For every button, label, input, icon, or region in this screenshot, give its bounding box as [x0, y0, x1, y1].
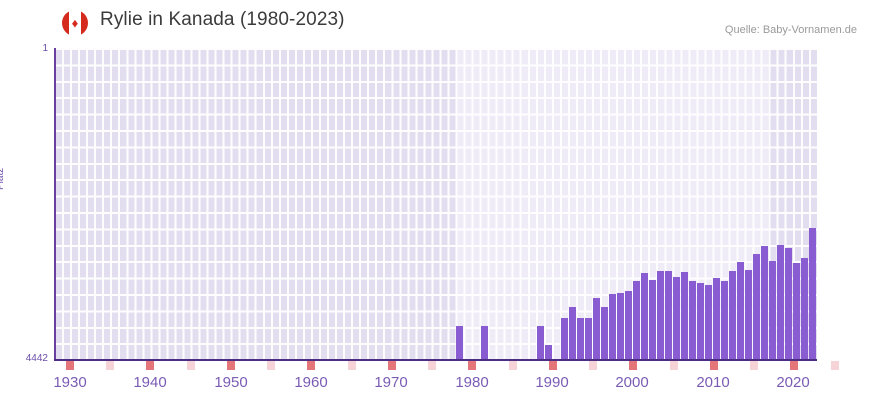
- x-axis-tick-2010: 2010: [696, 374, 730, 391]
- plot-area: [54, 48, 817, 361]
- x-axis-tick-1930: 1930: [53, 374, 87, 391]
- decade-markers: [54, 361, 840, 370]
- decade-marker-decade: [468, 361, 477, 370]
- bar-2008[interactable]: [697, 283, 704, 359]
- bar-2011[interactable]: [721, 281, 728, 359]
- bar-2003[interactable]: [657, 271, 664, 359]
- bar-2005[interactable]: [673, 277, 680, 359]
- bar-2017[interactable]: [769, 261, 776, 359]
- bar-2009[interactable]: [705, 285, 712, 359]
- bar-1983[interactable]: [481, 326, 488, 359]
- x-axis-tick-1940: 1940: [133, 374, 167, 391]
- bar-2020[interactable]: [793, 263, 800, 359]
- decade-marker-half: [187, 361, 196, 370]
- bar-1998[interactable]: [617, 293, 624, 359]
- bar-1996[interactable]: [601, 307, 608, 359]
- bar-1993[interactable]: [577, 318, 584, 359]
- bar-2004[interactable]: [665, 271, 672, 359]
- x-axis-tick-2020: 2020: [776, 374, 810, 391]
- decade-marker-decade: [710, 361, 719, 370]
- bar-2022[interactable]: [809, 228, 816, 359]
- x-axis-line: [54, 359, 817, 361]
- x-axis-tick-1960: 1960: [294, 374, 328, 391]
- decade-marker-half: [348, 361, 357, 370]
- y-axis-tick-bottom: 4442: [25, 353, 48, 364]
- x-axis-tick-2000: 2000: [615, 374, 649, 391]
- decade-marker-decade: [66, 361, 75, 370]
- bar-1999[interactable]: [625, 291, 632, 359]
- bar-1988[interactable]: [537, 326, 544, 359]
- decade-marker-half: [267, 361, 276, 370]
- decade-marker-half: [428, 361, 437, 370]
- x-axis-tick-1970: 1970: [374, 374, 408, 391]
- decade-marker-decade: [790, 361, 799, 370]
- bar-1992[interactable]: [569, 307, 576, 359]
- bar-1989[interactable]: [545, 345, 552, 359]
- decade-marker-decade: [146, 361, 155, 370]
- bar-2021[interactable]: [801, 258, 808, 359]
- bar-2002[interactable]: [649, 280, 656, 359]
- decade-marker-decade: [307, 361, 316, 370]
- bar-1997[interactable]: [609, 294, 616, 359]
- bar-2013[interactable]: [737, 262, 744, 359]
- x-axis-tick-1980: 1980: [455, 374, 489, 391]
- bar-2018[interactable]: [777, 245, 784, 359]
- bar-2015[interactable]: [753, 254, 760, 359]
- source-credit: Quelle: Baby-Vornamen.de: [724, 24, 857, 36]
- flag-right-band: [81, 10, 88, 36]
- bar-2000[interactable]: [633, 281, 640, 359]
- bar-1980[interactable]: [456, 326, 463, 359]
- decade-marker-half: [831, 361, 840, 370]
- bar-1991[interactable]: [561, 318, 568, 359]
- bar-2006[interactable]: [681, 272, 688, 359]
- decade-marker-half: [750, 361, 759, 370]
- flag-left-band: [62, 10, 69, 36]
- canada-flag-icon: ♦: [62, 10, 88, 36]
- bar-2019[interactable]: [785, 248, 792, 359]
- decade-marker-decade: [629, 361, 638, 370]
- bar-2014[interactable]: [745, 270, 752, 359]
- bar-2010[interactable]: [713, 278, 720, 359]
- page-title: Rylie in Kanada (1980-2023): [100, 9, 345, 30]
- decade-marker-half: [509, 361, 518, 370]
- bar-2012[interactable]: [729, 271, 736, 359]
- x-axis-tick-1990: 1990: [535, 374, 569, 391]
- chart-header: ♦ Rylie in Kanada (1980-2023) Quelle: Ba…: [0, 0, 873, 44]
- decade-marker-half: [106, 361, 115, 370]
- bar-2007[interactable]: [689, 281, 696, 359]
- bar-1995[interactable]: [593, 298, 600, 359]
- maple-leaf-icon: ♦: [71, 15, 79, 31]
- bar-series: [54, 48, 817, 359]
- decade-marker-half: [589, 361, 598, 370]
- bar-2016[interactable]: [761, 246, 768, 359]
- decade-marker-half: [670, 361, 679, 370]
- x-axis-tick-1950: 1950: [214, 374, 248, 391]
- bar-1994[interactable]: [585, 318, 592, 359]
- y-axis-line: [54, 48, 56, 359]
- y-axis-title: Platz: [0, 167, 6, 190]
- decade-marker-decade: [388, 361, 397, 370]
- bar-2001[interactable]: [641, 273, 648, 359]
- decade-marker-decade: [549, 361, 558, 370]
- decade-marker-decade: [227, 361, 236, 370]
- y-axis-tick-top: 1: [42, 43, 48, 54]
